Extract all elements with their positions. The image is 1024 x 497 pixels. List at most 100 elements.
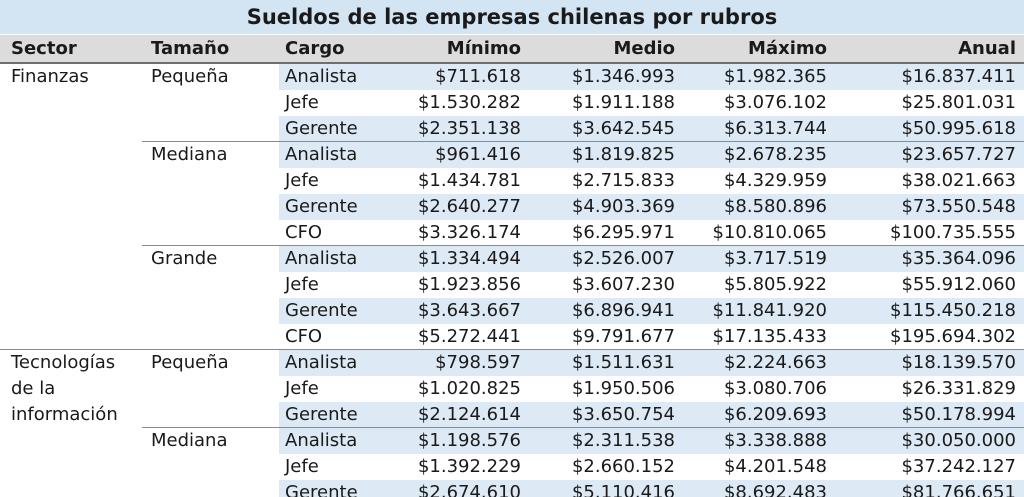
cargo-cell: Analista (285, 248, 358, 269)
row-stripe (279, 428, 1024, 454)
cargo-cell: Jefe (285, 92, 319, 113)
cargo-cell: Analista (285, 144, 358, 165)
anual-cell: $18.139.570 (901, 352, 1016, 373)
size-group-separator (142, 141, 1024, 142)
medio-cell: $1.950.506 (571, 378, 675, 399)
table-header-row: Sector Tamaño Cargo Mínimo Medio Máximo … (0, 35, 1024, 64)
table-row: Jefe $1.392.229 $2.660.152 $4.201.548 $37.24… (0, 454, 1024, 480)
minimo-cell: $2.640.277 (417, 196, 521, 217)
table-row: Analista $961.416 $1.819.825 $2.678.235 $23.… (0, 142, 1024, 168)
maximo-cell: $1.982.365 (723, 66, 827, 87)
table-row: Gerente $2.640.277 $4.903.369 $8.580.896 $73… (0, 194, 1024, 220)
cargo-cell: Gerente (285, 404, 358, 425)
maximo-cell: $3.717.519 (723, 248, 827, 269)
size-label: Grande (151, 248, 218, 269)
minimo-cell: $1.020.825 (417, 378, 521, 399)
table-row: Jefe $1.923.856 $3.607.230 $5.805.922 $55.91… (0, 272, 1024, 298)
medio-cell: $2.526.007 (571, 248, 675, 269)
size-label: Mediana (151, 430, 228, 451)
medio-cell: $1.511.631 (571, 352, 675, 373)
table-row: Gerente $2.351.138 $3.642.545 $6.313.744 $50… (0, 116, 1024, 142)
minimo-cell: $798.597 (435, 352, 521, 373)
size-group-separator (142, 245, 1024, 246)
cargo-cell: CFO (285, 326, 323, 347)
size-group-separator (0, 349, 1024, 350)
sector-label-line: de la (11, 378, 56, 399)
header-medio: Medio (613, 38, 675, 59)
cargo-cell: Jefe (285, 170, 319, 191)
table-row: Gerente $3.643.667 $6.896.941 $11.841.920 $1… (0, 298, 1024, 324)
table-row: CFO $3.326.174 $6.295.971 $10.810.065 $100.7… (0, 220, 1024, 246)
medio-cell: $5.110.416 (571, 482, 675, 497)
anual-cell: $81.766.651 (901, 482, 1016, 497)
row-stripe (279, 350, 1024, 376)
anual-cell: $26.331.829 (901, 378, 1016, 399)
minimo-cell: $2.124.614 (417, 404, 521, 425)
maximo-cell: $6.313.744 (723, 118, 827, 139)
minimo-cell: $1.530.282 (417, 92, 521, 113)
maximo-cell: $6.209.693 (723, 404, 827, 425)
table-row: Analista $798.597 $1.511.631 $2.224.663 $18.… (0, 350, 1024, 376)
row-stripe (279, 142, 1024, 168)
table-title: Sueldos de las empresas chilenas por rub… (0, 0, 1024, 35)
anual-cell: $195.694.302 (890, 326, 1016, 347)
size-label: Mediana (151, 144, 228, 165)
cargo-cell: Gerente (285, 196, 358, 217)
header-tamano: Tamaño (151, 38, 230, 59)
medio-cell: $3.607.230 (571, 274, 675, 295)
maximo-cell: $2.224.663 (723, 352, 827, 373)
row-stripe (279, 480, 1024, 497)
medio-cell: $6.896.941 (571, 300, 675, 321)
sector-label-line: información (11, 404, 118, 425)
sector-label-line: Tecnologías (11, 352, 116, 373)
maximo-cell: $5.805.922 (723, 274, 827, 295)
minimo-cell: $1.923.856 (417, 274, 521, 295)
maximo-cell: $11.841.920 (712, 300, 827, 321)
size-label: Pequeña (151, 66, 229, 87)
medio-cell: $2.311.538 (571, 430, 675, 451)
anual-cell: $37.242.127 (901, 456, 1016, 477)
cargo-cell: Gerente (285, 482, 358, 497)
row-stripe (279, 194, 1024, 220)
maximo-cell: $4.329.959 (723, 170, 827, 191)
maximo-cell: $4.201.548 (723, 456, 827, 477)
anual-cell: $115.450.218 (890, 300, 1016, 321)
cargo-cell: Jefe (285, 378, 319, 399)
header-sector: Sector (11, 38, 77, 59)
medio-cell: $2.715.833 (571, 170, 675, 191)
table-row: CFO $5.272.441 $9.791.677 $17.135.433 $195.6… (0, 324, 1024, 350)
header-anual: Anual (958, 38, 1016, 59)
table-row: Gerente $2.124.614 $3.650.754 $6.209.693 $50… (0, 402, 1024, 428)
anual-cell: $73.550.548 (901, 196, 1016, 217)
minimo-cell: $2.674.610 (417, 482, 521, 497)
anual-cell: $50.995.618 (901, 118, 1016, 139)
minimo-cell: $3.643.667 (417, 300, 521, 321)
medio-cell: $4.903.369 (571, 196, 675, 217)
medio-cell: $1.911.188 (571, 92, 675, 113)
cargo-cell: Gerente (285, 118, 358, 139)
cargo-cell: Analista (285, 430, 358, 451)
cargo-cell: Jefe (285, 456, 319, 477)
anual-cell: $100.735.555 (890, 222, 1016, 243)
table-row: Jefe $1.530.282 $1.911.188 $3.076.102 $25.80… (0, 90, 1024, 116)
row-stripe (279, 298, 1024, 324)
cargo-cell: Gerente (285, 300, 358, 321)
medio-cell: $9.791.677 (571, 326, 675, 347)
cargo-cell: Analista (285, 66, 358, 87)
size-label: Pequeña (151, 352, 229, 373)
maximo-cell: $3.338.888 (723, 430, 827, 451)
anual-cell: $23.657.727 (901, 144, 1016, 165)
table-row: Jefe $1.020.825 $1.950.506 $3.080.706 $26.33… (0, 376, 1024, 402)
table-row: Jefe $1.434.781 $2.715.833 $4.329.959 $38.02… (0, 168, 1024, 194)
anual-cell: $55.912.060 (901, 274, 1016, 295)
medio-cell: $3.650.754 (571, 404, 675, 425)
minimo-cell: $3.326.174 (417, 222, 521, 243)
maximo-cell: $3.076.102 (723, 92, 827, 113)
table-row: Gerente $2.674.610 $5.110.416 $8.692.483 $81… (0, 480, 1024, 497)
sector-label-line: Finanzas (11, 66, 89, 87)
minimo-cell: $1.392.229 (417, 456, 521, 477)
maximo-cell: $8.692.483 (723, 482, 827, 497)
minimo-cell: $1.334.494 (417, 248, 521, 269)
maximo-cell: $17.135.433 (712, 326, 827, 347)
